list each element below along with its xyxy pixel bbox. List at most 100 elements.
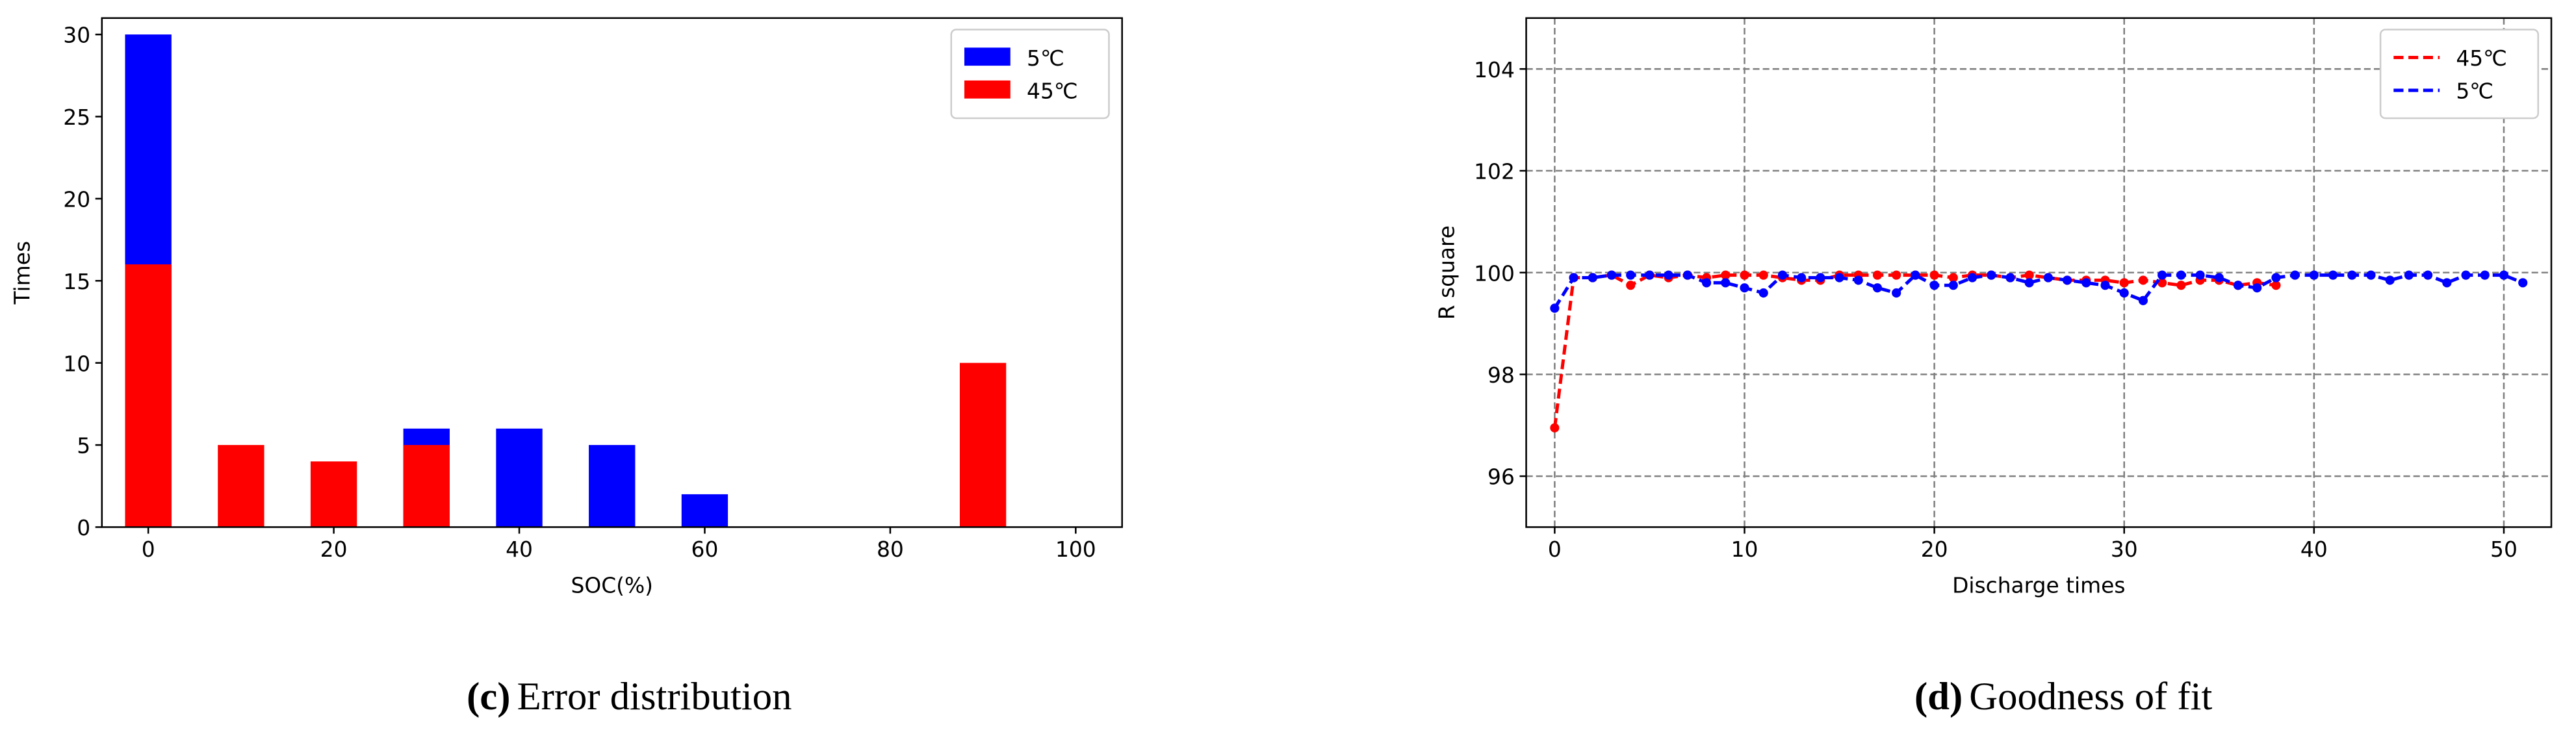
point — [1550, 303, 1560, 313]
point — [1892, 270, 1901, 280]
point — [1721, 278, 1731, 288]
legend-swatch — [964, 47, 1011, 66]
x-tick-label: 80 — [877, 537, 904, 562]
point — [1835, 273, 1844, 283]
point — [2252, 283, 2262, 293]
caption-label: (d) — [1914, 675, 1963, 718]
y-tick-label: 5 — [77, 433, 90, 459]
point — [2518, 278, 2528, 288]
point — [1911, 270, 1920, 280]
point — [2499, 270, 2509, 280]
caption: (c) Error distribution — [467, 675, 792, 718]
point — [2347, 270, 2357, 280]
point — [1701, 278, 1712, 288]
caption: (d) Goodness of fit — [1914, 675, 2212, 718]
point — [1758, 270, 1768, 280]
plot-frame — [1525, 17, 2553, 528]
point — [1872, 283, 1883, 293]
point — [2195, 270, 2205, 280]
bar — [589, 445, 636, 527]
point — [1606, 270, 1617, 280]
point — [1929, 270, 1939, 280]
x-tick-label: 50 — [2490, 537, 2518, 562]
point — [2100, 281, 2110, 290]
x-tick-label: 100 — [1055, 537, 1096, 562]
point — [2005, 273, 2015, 283]
y-axis-label: R square — [1434, 225, 1459, 320]
point — [2309, 270, 2319, 280]
bar — [496, 428, 543, 527]
point — [2024, 270, 2034, 280]
point — [1664, 270, 1673, 280]
point — [2366, 270, 2376, 280]
point — [1569, 273, 1578, 283]
point — [2063, 275, 2072, 285]
point — [2271, 281, 2281, 290]
point — [1721, 270, 1731, 280]
point — [2423, 270, 2433, 280]
point — [2214, 273, 2224, 283]
point — [2271, 273, 2281, 283]
point — [2480, 270, 2490, 280]
caption-label: (c) — [467, 675, 510, 718]
point — [1550, 423, 1560, 433]
legend-label: 5℃ — [2456, 79, 2493, 104]
point — [2138, 275, 2148, 285]
y-tick-label: 100 — [1474, 260, 1515, 286]
point — [1948, 273, 1958, 283]
y-tick-label: 15 — [63, 269, 90, 294]
bar — [125, 264, 172, 527]
point — [2119, 288, 2129, 298]
bar — [681, 494, 728, 527]
x-tick-label: 40 — [506, 537, 533, 562]
point — [1740, 270, 1749, 280]
point — [2176, 270, 2186, 280]
legend-label: 45℃ — [1027, 79, 1078, 104]
plot-frame — [101, 17, 1123, 528]
legend-box — [950, 29, 1110, 120]
point — [1797, 273, 1807, 283]
y-tick-label: 25 — [63, 105, 90, 130]
bar — [310, 461, 357, 527]
point — [1853, 275, 1863, 285]
x-tick-label: 10 — [1731, 537, 1758, 562]
point — [2385, 275, 2395, 285]
point — [1682, 270, 1692, 280]
point — [1987, 270, 1996, 280]
point — [2404, 270, 2414, 280]
x-tick-label: 60 — [691, 537, 719, 562]
x-tick-label: 30 — [2111, 537, 2138, 562]
caption-text: Error distribution — [517, 675, 792, 718]
point — [1892, 288, 1901, 298]
point — [1948, 281, 1958, 290]
point — [2138, 296, 2148, 305]
point — [1872, 270, 1883, 280]
y-tick-label: 104 — [1474, 57, 1515, 82]
point — [1777, 270, 1787, 280]
bar — [218, 445, 264, 527]
point — [2461, 270, 2471, 280]
y-tick-label: 30 — [63, 23, 90, 48]
bar — [959, 362, 1007, 527]
point — [1588, 273, 1597, 283]
point — [2233, 281, 2243, 290]
point — [2119, 278, 2129, 288]
x-axis-label: SOC(%) — [571, 573, 653, 598]
point — [1740, 283, 1749, 293]
point — [2081, 278, 2091, 288]
point — [1626, 270, 1636, 280]
point — [2328, 270, 2338, 280]
y-tick-label: 96 — [1488, 464, 1515, 490]
point — [1645, 270, 1655, 280]
y-axis-label: Times — [10, 241, 35, 305]
y-tick-label: 0 — [77, 515, 90, 540]
point — [2442, 278, 2452, 288]
y-tick-label: 20 — [63, 187, 90, 212]
point — [1626, 281, 1636, 290]
legend-label: 5℃ — [1027, 45, 1064, 71]
legend-box — [2379, 29, 2540, 120]
point — [1967, 273, 1977, 283]
x-tick-label: 0 — [142, 537, 155, 562]
